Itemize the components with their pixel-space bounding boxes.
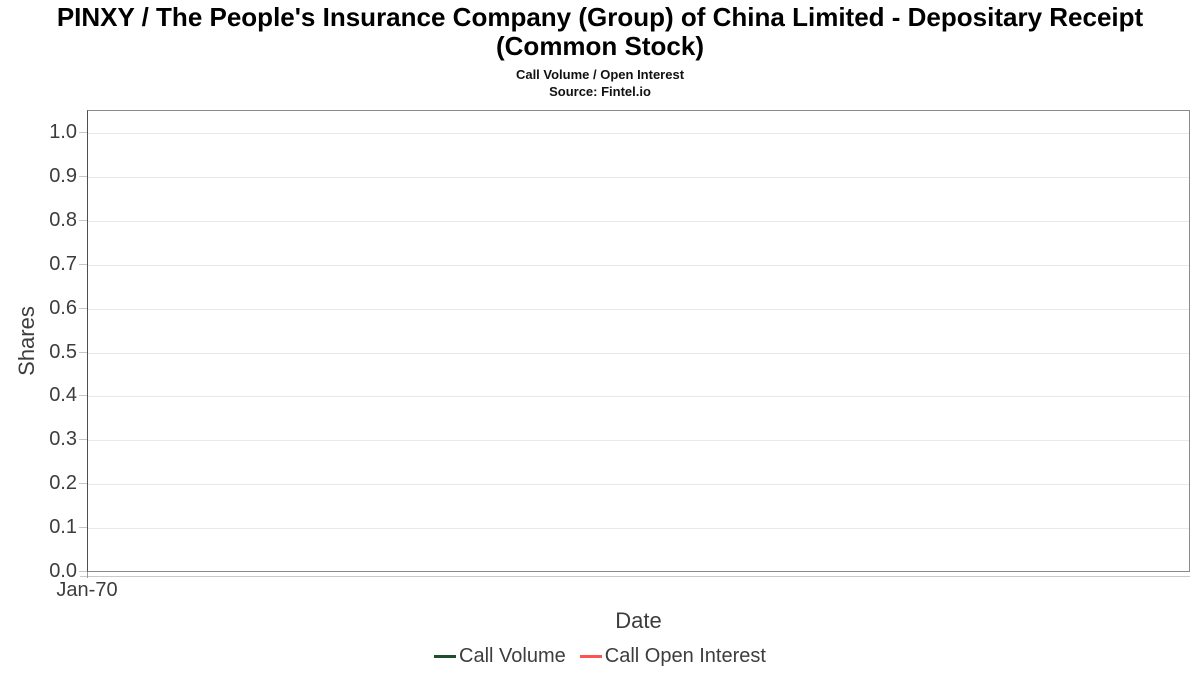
y-tick-mark: [79, 220, 87, 221]
call-volume-line-swatch: [434, 655, 457, 658]
legend-label-call-volume: Call Volume: [459, 645, 566, 667]
y-gridline: [88, 221, 1189, 222]
y-tick-label: 0.9: [49, 165, 77, 187]
y-tick-mark: [79, 527, 87, 528]
y-gridline: [88, 133, 1189, 134]
legend-item-call-open-interest: Call Open Interest: [579, 645, 766, 668]
legend-item-call-volume: Call Volume: [434, 645, 566, 668]
chart-legend: Call Volume Call Open Interest: [0, 645, 1200, 668]
y-tick-mark: [79, 132, 87, 133]
y-tick-mark: [79, 308, 87, 309]
chart-source: Source: Fintel.io: [549, 84, 651, 99]
y-tick-mark: [79, 352, 87, 353]
y-tick-label: 0.7: [49, 253, 77, 275]
plot-area: [87, 110, 1190, 572]
x-tick-mark: [87, 572, 88, 578]
y-gridline: [88, 353, 1189, 354]
x-axis-line: [80, 576, 1190, 577]
y-gridline: [88, 309, 1189, 310]
y-gridline: [88, 177, 1189, 178]
y-tick-label: 0.1: [49, 516, 77, 538]
y-gridline: [88, 396, 1189, 397]
y-gridline: [88, 440, 1189, 441]
y-tick-label: 0.6: [49, 297, 77, 319]
x-tick-label: Jan-70: [56, 579, 118, 601]
y-tick-label: 1.0: [49, 121, 77, 143]
chart-title: PINXY / The People's Insurance Company (…: [56, 2, 1144, 62]
y-tick-label: 0.0: [49, 560, 77, 582]
y-gridline: [88, 265, 1189, 266]
y-tick-mark: [79, 395, 87, 396]
y-tick-label: 0.5: [49, 341, 77, 363]
y-tick-mark: [79, 439, 87, 440]
legend-label-call-open-interest: Call Open Interest: [604, 645, 766, 667]
y-tick-mark: [79, 264, 87, 265]
y-gridline: [88, 528, 1189, 529]
y-tick-mark: [79, 571, 87, 572]
y-tick-mark: [79, 483, 87, 484]
y-tick-mark: [79, 176, 87, 177]
call-open-interest-line-swatch: [579, 655, 602, 658]
y-tick-label: 0.3: [49, 428, 77, 450]
y-tick-label: 0.2: [49, 472, 77, 494]
y-tick-label: 0.8: [49, 209, 77, 231]
y-gridline: [88, 484, 1189, 485]
y-tick-label: 0.4: [49, 384, 77, 406]
chart-subtitle: Call Volume / Open Interest: [515, 67, 685, 82]
x-axis-label: Date: [615, 608, 662, 633]
